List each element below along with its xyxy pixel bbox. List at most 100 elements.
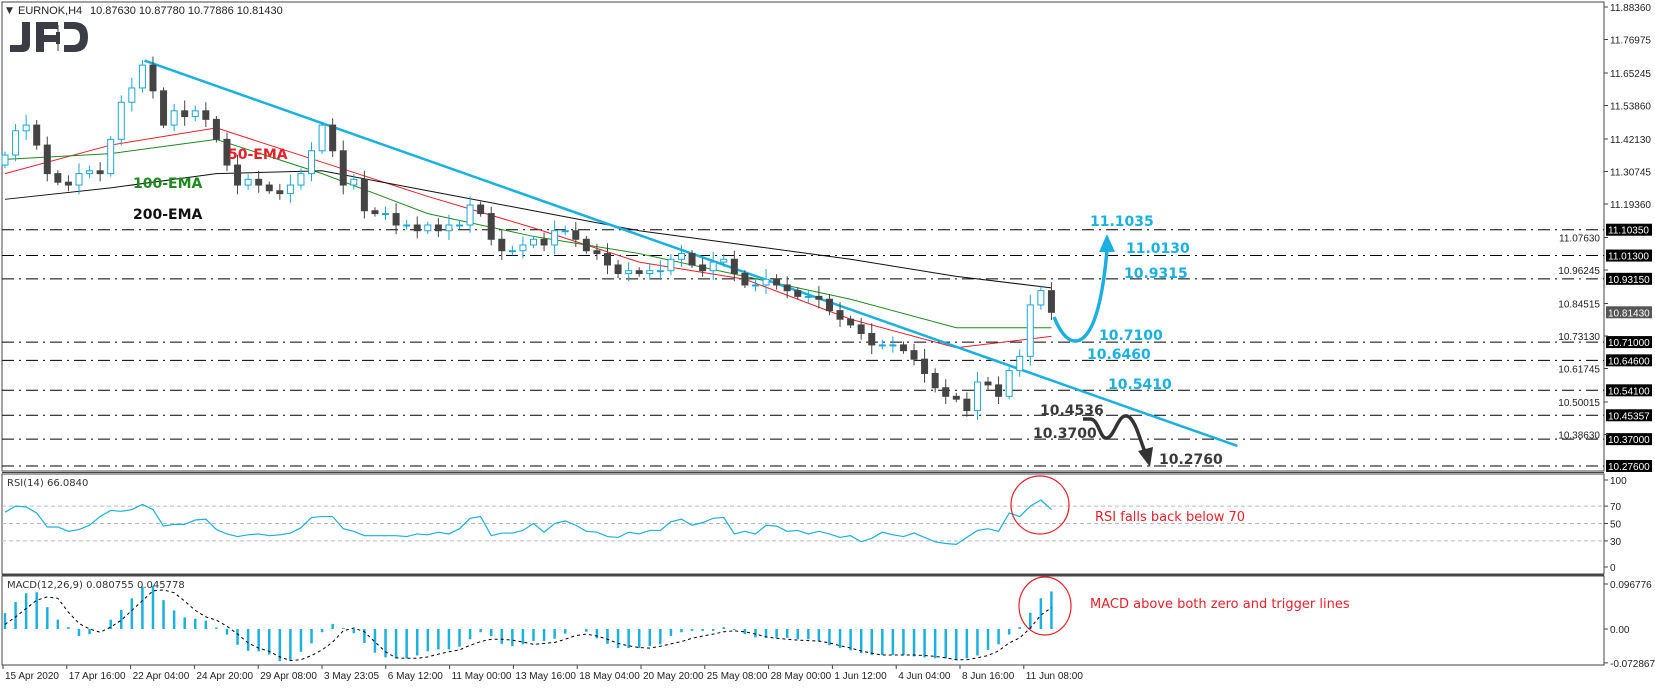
bullish-candle <box>117 101 125 140</box>
bullish-candle <box>625 270 633 275</box>
bullish-candle <box>403 224 411 227</box>
price-tick-label: 11.76975 <box>1610 36 1651 47</box>
bullish-candle <box>1016 355 1024 372</box>
time-tick-label: 11 May 00:00 <box>452 671 512 682</box>
bearish-candle <box>921 358 929 374</box>
jfd-logo <box>10 22 88 52</box>
bullish-candle <box>318 124 326 152</box>
bearish-candle <box>635 270 643 275</box>
price-label-box <box>1606 354 1652 367</box>
bullish-candle <box>382 213 390 216</box>
rsi-annotation: RSI falls back below 70 <box>1095 510 1245 525</box>
macd-pane[interactable] <box>1 575 1605 666</box>
bullish-candle <box>191 110 199 118</box>
bearish-candle <box>593 250 601 255</box>
price-label-box <box>1606 272 1652 285</box>
ohlc-readout: 10.87630 10.87780 10.77886 10.81430 <box>90 5 283 17</box>
bullish-candle <box>350 178 358 186</box>
bearish-candle <box>603 253 611 266</box>
price-label: 10.64600 <box>1608 356 1650 367</box>
bullish-candle <box>12 130 20 156</box>
price-label: 11.01300 <box>1608 252 1649 263</box>
rsi-tick-label: 0 <box>1610 563 1616 574</box>
price-label-box <box>1606 336 1652 349</box>
price-tick-label: 10.84515 <box>1558 299 1600 310</box>
bearish-candle <box>96 170 104 175</box>
triangle-down-icon[interactable]: ▼ <box>6 6 13 16</box>
macd-tick-label: 0.096776 <box>1610 580 1652 591</box>
time-tick-label: 15 Apr 2020 <box>5 671 59 682</box>
bullish-candle <box>878 344 886 347</box>
bullish-candle <box>677 253 685 260</box>
horizontal-levels <box>2 229 1604 467</box>
bullish-candle <box>667 258 675 272</box>
ema50-label: 50-EMA <box>228 147 288 163</box>
price-tick-label: 11.88360 <box>1610 3 1651 14</box>
bullish-candle <box>170 110 178 126</box>
price-label-box <box>1606 223 1652 236</box>
level-label: 10.3700 <box>1033 426 1097 442</box>
main-pane[interactable] <box>1 1 1605 472</box>
bearish-candle <box>434 224 442 232</box>
price-tick-label: 11.53860 <box>1610 101 1651 112</box>
bearish-candle <box>33 124 41 146</box>
bearish-candle <box>899 344 907 352</box>
bearish-candle <box>339 150 347 186</box>
macd-annotation: MACD above both zero and trigger lines <box>1090 597 1350 612</box>
price-label: 10.54100 <box>1608 386 1650 397</box>
bullish-candle <box>1037 290 1045 306</box>
bearish-candle <box>265 184 273 192</box>
price-label-box <box>1606 459 1652 472</box>
bearish-candle <box>1047 290 1055 313</box>
price-tick-label: 10.50015 <box>1558 398 1600 409</box>
bearish-candle <box>64 181 72 186</box>
bullish-candle <box>530 238 537 246</box>
bearish-candle <box>741 273 749 286</box>
ema100-label: 100-EMA <box>133 176 203 192</box>
time-axis: 15 Apr 2020 17 Apr 16:00 22 Apr 04:00 24 Ap… <box>2 665 1084 682</box>
bullish-candle <box>86 170 94 175</box>
bullish-candle <box>1 154 9 166</box>
bullish-candle <box>551 230 559 246</box>
price-label: 11.10350 <box>1608 226 1649 237</box>
price-label-box <box>1606 433 1652 446</box>
price-tick-label: 11.65245 <box>1610 69 1651 80</box>
bearish-candle <box>540 238 548 246</box>
bullish-candle <box>561 230 569 233</box>
bearish-candle <box>202 110 210 120</box>
rsi-tick-label: 30 <box>1610 537 1622 548</box>
level-labels: 11.1035 11.0130 10.9315 10.7100 10.6460 10.54… <box>1033 214 1223 468</box>
bearish-candle <box>614 264 622 275</box>
bullish-candle <box>508 250 516 253</box>
rsi-tick-label: 70 <box>1610 502 1622 513</box>
bearish-candle <box>149 64 157 92</box>
price-tick-label: 11.07630 <box>1559 233 1600 244</box>
time-tick-label: 11 Jun 08:00 <box>1026 671 1084 682</box>
macd-signal-line <box>4 589 1052 662</box>
bearish-candle <box>255 178 263 186</box>
price-label-box <box>1606 409 1652 422</box>
bullish-candle <box>1005 370 1013 397</box>
candles <box>1 56 1055 420</box>
bullish-candle <box>308 150 316 175</box>
bullish-candle <box>519 244 527 252</box>
bullish-candle <box>889 344 897 347</box>
price-tick-label: 11.42130 <box>1610 135 1651 146</box>
bearish-candle <box>234 164 242 186</box>
price-label: 10.71000 <box>1608 338 1650 349</box>
level-label: 10.4536 <box>1040 403 1104 419</box>
bullish-candle <box>244 178 252 186</box>
price-axis: 11.10350 11.01300 10.93150 10.71000 10.64600… <box>1558 3 1652 473</box>
level-label: 10.7100 <box>1099 328 1163 344</box>
bullish-candle <box>445 224 453 232</box>
bullish-candle <box>973 381 981 412</box>
bearish-candle <box>181 110 189 118</box>
ema200-label: 200-EMA <box>133 207 203 223</box>
rsi-line <box>4 499 1052 545</box>
bullish-candle <box>138 64 146 89</box>
rsi-title: RSI(14) 66.0840 <box>7 478 88 489</box>
bearish-candle <box>773 278 781 286</box>
bullish-candle <box>107 138 115 175</box>
bearish-candle <box>783 284 791 292</box>
